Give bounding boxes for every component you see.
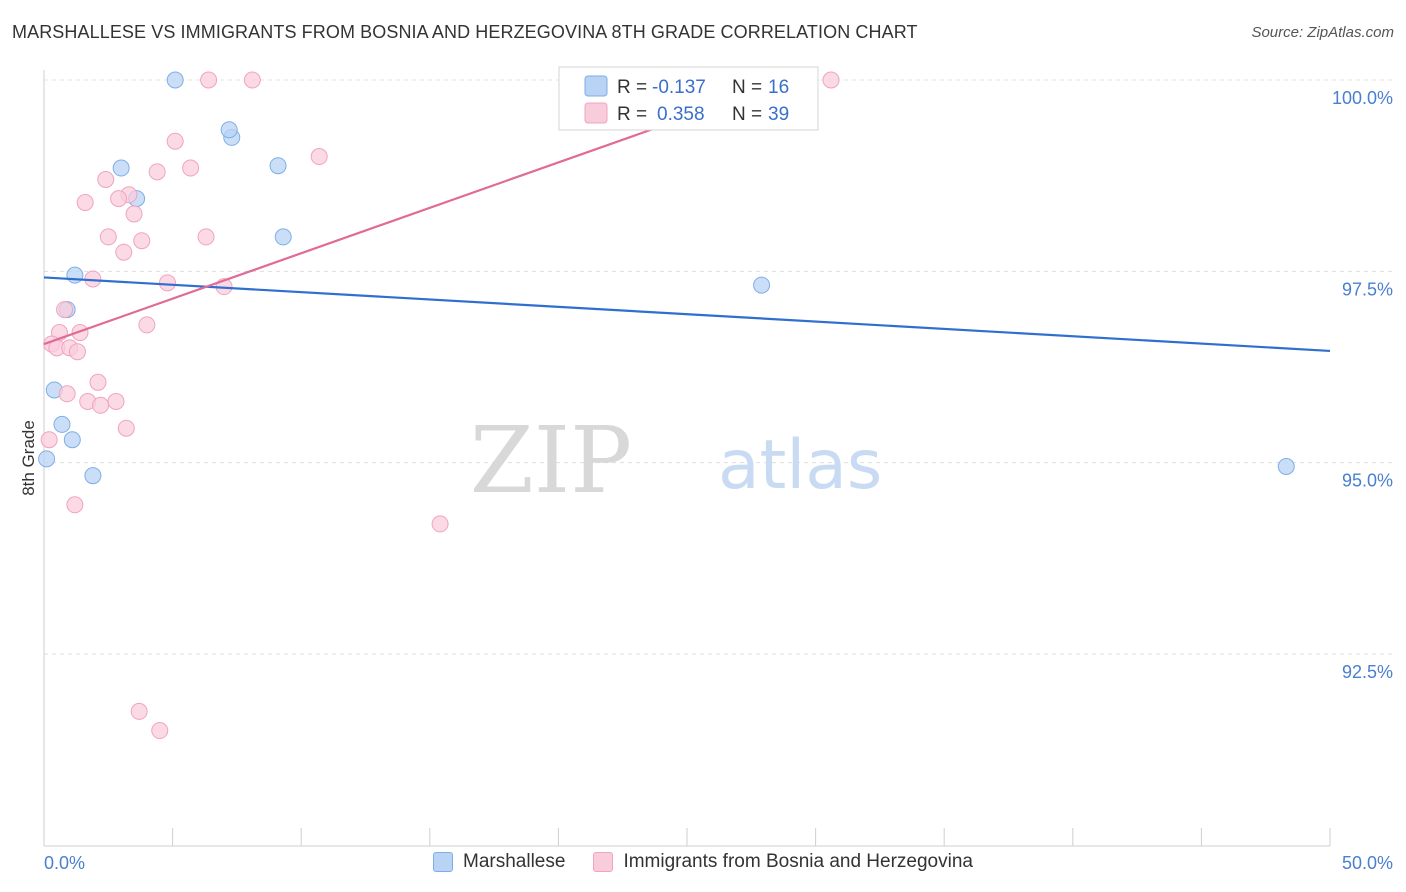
bosnia-point-34 — [40, 431, 58, 449]
bosnia-point-37 — [130, 702, 148, 720]
bosnia-point-3 — [822, 71, 840, 89]
bosnia-point-14 — [133, 232, 151, 250]
stats-legend: R = -0.137 N = 16 R = 0.358 N = 39 — [558, 66, 819, 131]
bosnia-point-5 — [310, 148, 328, 166]
legend-n-value-2: 39 — [768, 104, 789, 125]
legend-item-marshallese: Marshallese — [433, 851, 565, 873]
bosnia-point-11 — [110, 190, 128, 208]
watermark-zip: ZIP — [470, 407, 632, 514]
marshallese-point-11 — [63, 431, 81, 449]
legend-swatch-marshallese — [584, 75, 608, 97]
series-legend: Marshallese Immigrants from Bosnia and H… — [0, 851, 1406, 873]
legend-square-marshallese — [433, 852, 453, 872]
bosnia-point-15 — [197, 228, 215, 246]
chart-title: MARSHALLESE VS IMMIGRANTS FROM BOSNIA AN… — [12, 22, 918, 42]
marshallese-point-14 — [753, 276, 771, 294]
bosnia-point-23 — [71, 324, 89, 342]
x-tick-label-max: 50.0% — [1342, 853, 1393, 873]
marshallese-point-12 — [38, 450, 56, 468]
bosnia-point-6 — [148, 163, 166, 181]
bosnia-point-16 — [115, 243, 133, 261]
x-tick-label-min: 0.0% — [44, 853, 85, 873]
legend-r-label-1: R = — [617, 77, 647, 98]
bosnia-point-27 — [68, 343, 86, 361]
bosnia-point-10 — [76, 193, 94, 211]
legend-square-bosnia — [593, 852, 614, 872]
legend-r-value-2: 0.358 — [657, 104, 705, 125]
marshallese-point-13 — [84, 467, 102, 485]
bosnia-point-28 — [89, 373, 107, 391]
marshallese-point-15 — [1277, 457, 1295, 475]
bosnia-point-4 — [166, 132, 184, 150]
legend-n-label-1: N = — [732, 77, 762, 98]
marshallese-trend-line — [43, 276, 1331, 353]
axes — [43, 70, 1330, 847]
bosnia-point-38 — [151, 722, 169, 740]
bosnia-point-29 — [58, 385, 76, 403]
bosnia-point-12 — [125, 205, 143, 223]
y-axis-title: 8th Grade — [19, 420, 38, 496]
bosnia-point-33 — [117, 419, 135, 437]
y-tick-label-3: 92.5% — [1342, 662, 1393, 682]
bosnia-point-32 — [92, 396, 110, 414]
bosnia-point-18 — [158, 274, 176, 292]
legend-label-bosnia: Immigrants from Bosnia and Herzegovina — [623, 851, 973, 872]
marshallese-point-10 — [53, 415, 71, 433]
legend-n-label-2: N = — [732, 104, 762, 125]
bosnia-point-8 — [97, 170, 115, 188]
gridlines — [44, 79, 1393, 655]
chart-source: Source: ZipAtlas.com — [1251, 24, 1394, 41]
bosnia-point-0 — [200, 71, 218, 89]
watermark: ZIP atlas — [470, 407, 883, 514]
data-points — [38, 71, 1295, 740]
bosnia-point-1 — [243, 71, 261, 89]
marshallese-point-0 — [166, 71, 184, 89]
y-tick-label-1: 97.5% — [1342, 279, 1393, 299]
bosnia-point-36 — [431, 515, 449, 533]
legend-item-bosnia: Immigrants from Bosnia and Herzegovina — [593, 851, 973, 873]
legend-label-marshallese: Marshallese — [463, 851, 566, 872]
bosnia-point-20 — [56, 301, 74, 319]
marshallese-point-6 — [274, 228, 292, 246]
marshallese-point-2 — [220, 121, 238, 139]
y-axis-labels: 100.0% 97.5% 95.0% 92.5% — [1332, 88, 1393, 682]
marshallese-point-3 — [112, 159, 130, 177]
legend-r-value-1: -0.137 — [652, 77, 706, 98]
bosnia-point-35 — [66, 496, 84, 514]
bosnia-point-21 — [138, 316, 156, 334]
y-tick-label-2: 95.0% — [1342, 471, 1393, 491]
legend-n-value-1: 16 — [768, 77, 789, 98]
marshallese-point-4 — [269, 157, 287, 175]
x-axis-ticks — [43, 828, 1331, 846]
legend-swatch-bosnia — [584, 102, 608, 124]
bosnia-point-13 — [99, 228, 117, 246]
bosnia-point-7 — [182, 159, 200, 177]
marshallese-point-7 — [66, 266, 84, 284]
bosnia-point-31 — [107, 392, 125, 410]
watermark-atlas: atlas — [718, 426, 882, 505]
legend-r-label-2: R = — [617, 104, 647, 125]
y-tick-label-0: 100.0% — [1332, 88, 1393, 108]
